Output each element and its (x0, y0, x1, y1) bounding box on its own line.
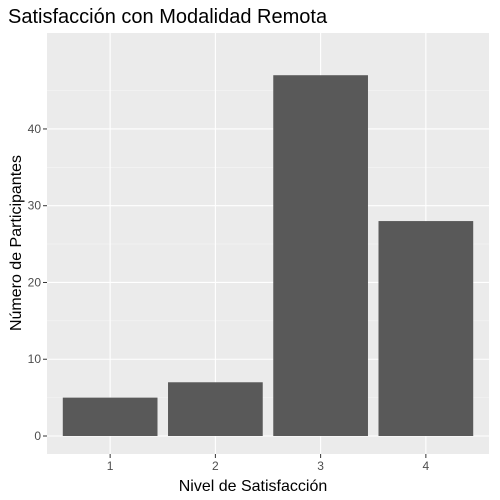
x-axis-title: Nivel de Satisfacción (179, 478, 328, 495)
bar-2 (168, 382, 263, 436)
y-axis-title: Número de Participantes (8, 155, 25, 331)
y-tick-label: 40 (28, 122, 42, 136)
y-tick-label: 30 (28, 199, 42, 213)
y-tick-label: 0 (34, 429, 41, 443)
bar-3 (273, 75, 368, 436)
x-tick-label: 1 (107, 459, 114, 473)
x-axis: 1 2 3 4 (107, 454, 430, 473)
y-tick-label: 20 (28, 275, 42, 289)
bar-1 (62, 397, 158, 436)
bar-4 (378, 221, 474, 436)
x-tick-label: 2 (212, 459, 219, 473)
y-axis: 0 10 20 30 40 (28, 122, 47, 443)
x-tick-label: 4 (423, 459, 430, 473)
chart-title: Satisfacción con Modalidad Remota (8, 6, 328, 28)
bars (62, 75, 474, 436)
x-tick-label: 3 (317, 459, 324, 473)
y-tick-label: 10 (28, 352, 42, 366)
